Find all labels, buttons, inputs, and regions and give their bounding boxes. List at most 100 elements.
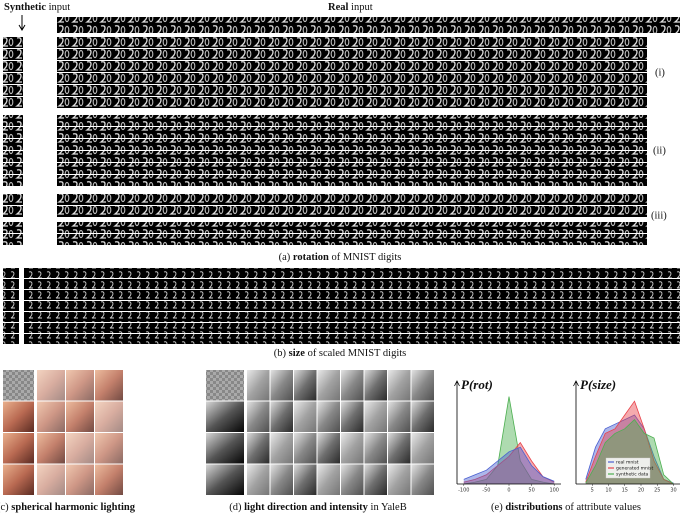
face-image [3,401,34,432]
digit-image [57,175,647,186]
synthetic-image [3,194,23,205]
face-image [388,401,411,432]
synthetic-image [3,139,23,150]
face-image [388,433,411,464]
synthetic-image [3,37,23,48]
face-image [247,370,270,401]
face-image [364,370,387,401]
face-image [411,464,434,495]
face-image [364,464,387,495]
synthetic-image [3,301,19,311]
face-image [270,464,293,495]
face-image [270,433,293,464]
y-axis [573,380,579,484]
face-image [294,401,317,432]
face-image [388,370,411,401]
face-image [317,401,340,432]
x-tick-label: 10 [605,488,611,494]
synthetic-image [3,127,23,138]
digit-image [57,49,647,60]
face-image [341,370,364,401]
face-image [364,401,387,432]
group-label: (i) [655,67,665,78]
digit-image [57,17,680,33]
density-line [463,396,555,485]
chart-title: P(rot) [461,377,493,392]
face-image [411,401,434,432]
digit-image [24,334,680,344]
face-image [95,464,123,495]
synthetic-image [3,279,19,289]
legend-label: synthetic data [616,472,649,478]
x-tick-label: 25 [654,488,660,494]
face-image [341,464,364,495]
area-fill [463,396,555,484]
face-image [411,370,434,401]
face-image [317,464,340,495]
group-label: (ii) [653,145,666,156]
digit-image [24,279,680,289]
caption: (e) distributions of attribute values [491,502,641,513]
face-image [341,401,364,432]
legend-box [605,457,651,479]
synthetic-image [3,115,23,126]
digit-image [57,139,647,150]
face-image [66,433,94,464]
face-image [247,464,270,495]
face-image [388,464,411,495]
synthetic-image [3,97,23,108]
face-image [206,464,244,495]
digit-image [57,115,647,126]
digit-image [57,97,647,108]
synthetic-image [3,175,23,186]
area-fill [463,447,555,484]
synthetic-image [3,323,19,333]
face-image [37,401,65,432]
synthetic-image [3,163,23,174]
synthetic-image [3,268,19,278]
legend-label: generated mnist [616,466,654,472]
face-image [317,433,340,464]
face-image [206,370,244,401]
face-image [95,401,123,432]
face-image [37,464,65,495]
x-tick-label: 15 [622,488,628,494]
caption: (d) light direction and intensity in Yal… [229,502,406,513]
density-line [463,446,555,482]
digit-image [57,127,647,138]
x-tick-label: -100 [458,488,469,494]
face-image [66,464,94,495]
digit-image [24,312,680,322]
face-image [270,401,293,432]
caption: (c) spherical harmonic lighting [0,502,136,513]
face-image [3,433,34,464]
synthetic-image [3,85,23,96]
caption: (a) rotation of MNIST digits [279,252,402,263]
digit-image [57,151,647,162]
caption: (b) size of scaled MNIST digits [274,348,407,359]
face-image [341,433,364,464]
x-tick-label: 50 [528,488,534,494]
density-line [585,414,674,484]
face-image [294,433,317,464]
digit-image [24,323,680,333]
synthetic-image [3,234,23,245]
x-tick-label: 5 [591,488,594,494]
synthetic-image [3,290,19,300]
digit-image [57,222,647,233]
synthetic-image [3,222,23,233]
digit-image [57,194,647,205]
synthetic-image [3,334,19,344]
x-tick-label: -50 [482,488,490,494]
face-image [66,401,94,432]
arrow [18,15,26,31]
y-axis [454,380,460,484]
face-image [364,433,387,464]
digit-image [57,61,647,72]
density-line [585,400,674,485]
synthetic-image [3,61,23,72]
digit-image [57,206,647,217]
face-image [206,401,244,432]
digit-image [57,37,647,48]
face-image [247,401,270,432]
